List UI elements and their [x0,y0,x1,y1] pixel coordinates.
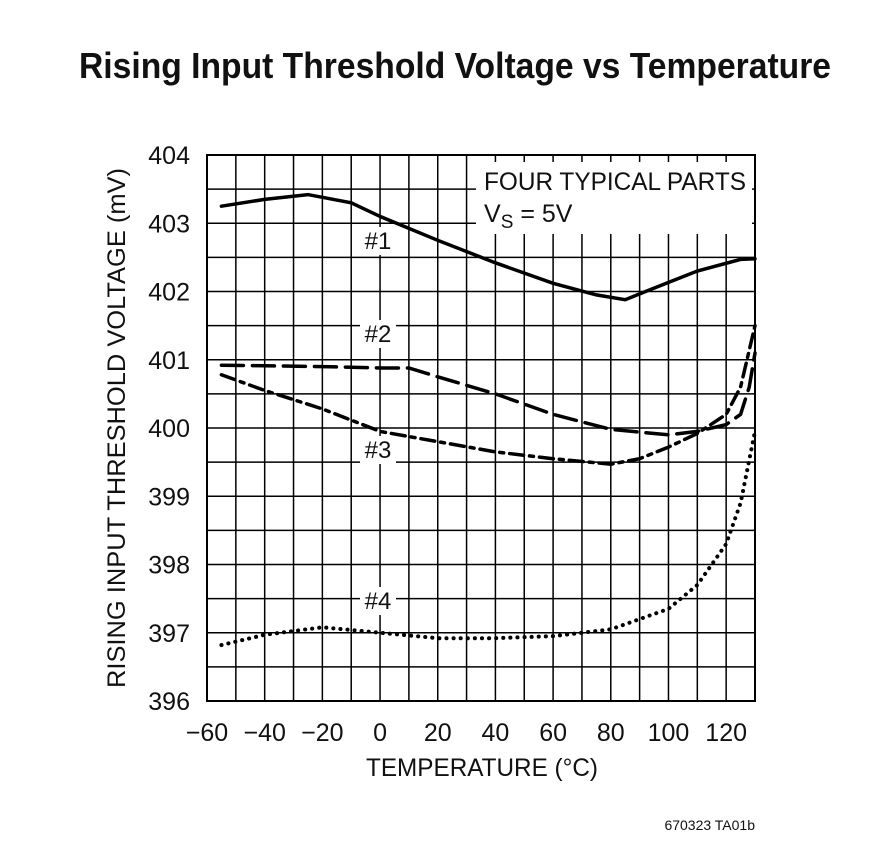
y-tick-label: 399 [148,483,190,511]
series-label-bg [360,587,396,615]
condition-subscript: S [501,212,514,233]
x-tick-label: −60 [186,719,228,747]
x-axis-label: TEMPERATURE (°C) [366,754,598,782]
series-label: #3 [365,437,392,464]
x-tick-label: 40 [482,719,510,747]
x-tick-label: −20 [301,719,343,747]
y-tick-label: 402 [148,279,190,307]
condition-text: = 5V [513,200,572,228]
chart-title: Rising Input Threshold Voltage vs Temper… [79,45,831,86]
x-tick-label: 100 [648,719,690,747]
y-tick-label: 403 [148,210,190,238]
series-label-bg [360,227,396,255]
condition: VS = 5V [484,200,573,233]
y-tick-label: 401 [148,347,190,375]
y-tick-label: 398 [148,552,190,580]
series-label: #2 [365,321,392,348]
x-tick-label: 0 [373,719,387,747]
y-tick-label: 404 [148,142,190,170]
annotation: FOUR TYPICAL PARTS [484,168,746,196]
x-tick-label: 120 [705,719,747,747]
series-line [219,192,757,302]
series-label: #4 [365,588,392,615]
series-label: #1 [365,228,392,255]
series-line [219,429,757,648]
condition-symbol: V [484,200,501,228]
x-tick-label: −40 [243,719,285,747]
y-tick-label: 396 [148,688,190,716]
x-tick-label: 60 [539,719,567,747]
series-line [219,323,757,466]
series-label-bg [360,436,396,464]
series-label-bg [360,320,396,348]
x-tick-label: 80 [597,719,625,747]
footnote: 670323 TA01b [664,817,755,833]
x-tick-label: 20 [424,719,452,747]
series-line [219,351,757,437]
y-tick-label: 400 [148,415,190,443]
y-axis-label: RISING INPUT THRESHOLD VOLTAGE (mV) [103,168,131,688]
y-tick-label: 397 [148,620,190,648]
annotation-bg [476,162,752,234]
plot-frame [206,154,756,702]
